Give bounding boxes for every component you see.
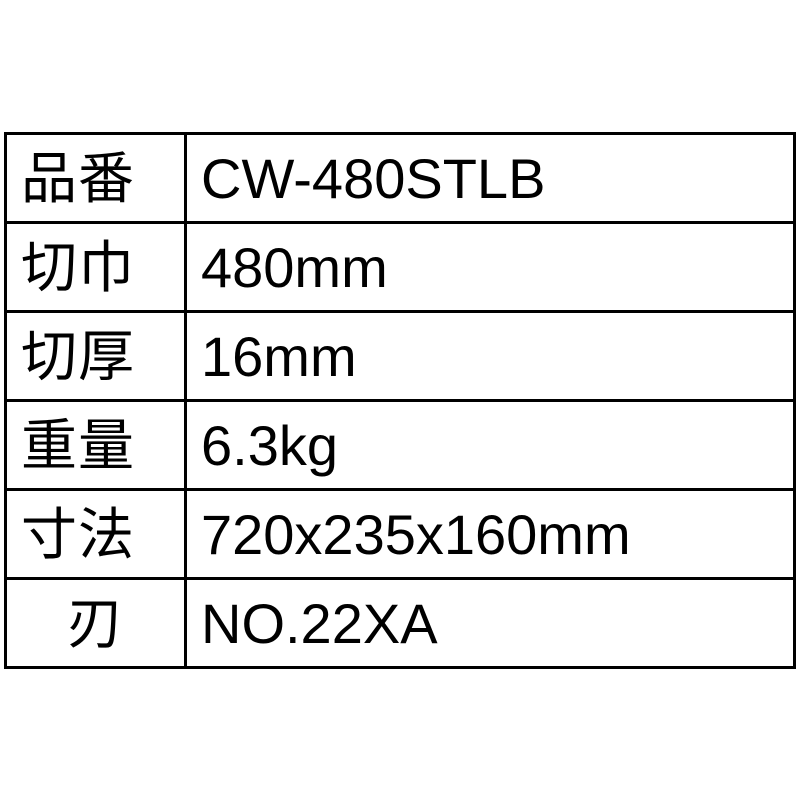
table-row: 切厚 16mm [6,311,795,400]
spec-table: 品番 CW-480STLB 切巾 480mm 切厚 16mm 重量 6.3kg … [4,132,796,669]
table-row: 切巾 480mm [6,222,795,311]
spec-label-cut-width: 切巾 [6,222,186,311]
spec-value-blade: NO.22XA [186,578,795,667]
spec-value-cut-width: 480mm [186,222,795,311]
spec-label-model: 品番 [6,133,186,222]
spec-table-wrapper: 品番 CW-480STLB 切巾 480mm 切厚 16mm 重量 6.3kg … [0,0,800,800]
spec-label-blade: 刃 [6,578,186,667]
table-row: 重量 6.3kg [6,400,795,489]
spec-value-cut-thickness: 16mm [186,311,795,400]
table-row: 寸法 720x235x160mm [6,489,795,578]
spec-label-weight: 重量 [6,400,186,489]
spec-label-cut-thickness: 切厚 [6,311,186,400]
spec-label-dimensions: 寸法 [6,489,186,578]
table-row: 刃 NO.22XA [6,578,795,667]
spec-value-model: CW-480STLB [186,133,795,222]
table-row: 品番 CW-480STLB [6,133,795,222]
spec-value-dimensions: 720x235x160mm [186,489,795,578]
spec-value-weight: 6.3kg [186,400,795,489]
